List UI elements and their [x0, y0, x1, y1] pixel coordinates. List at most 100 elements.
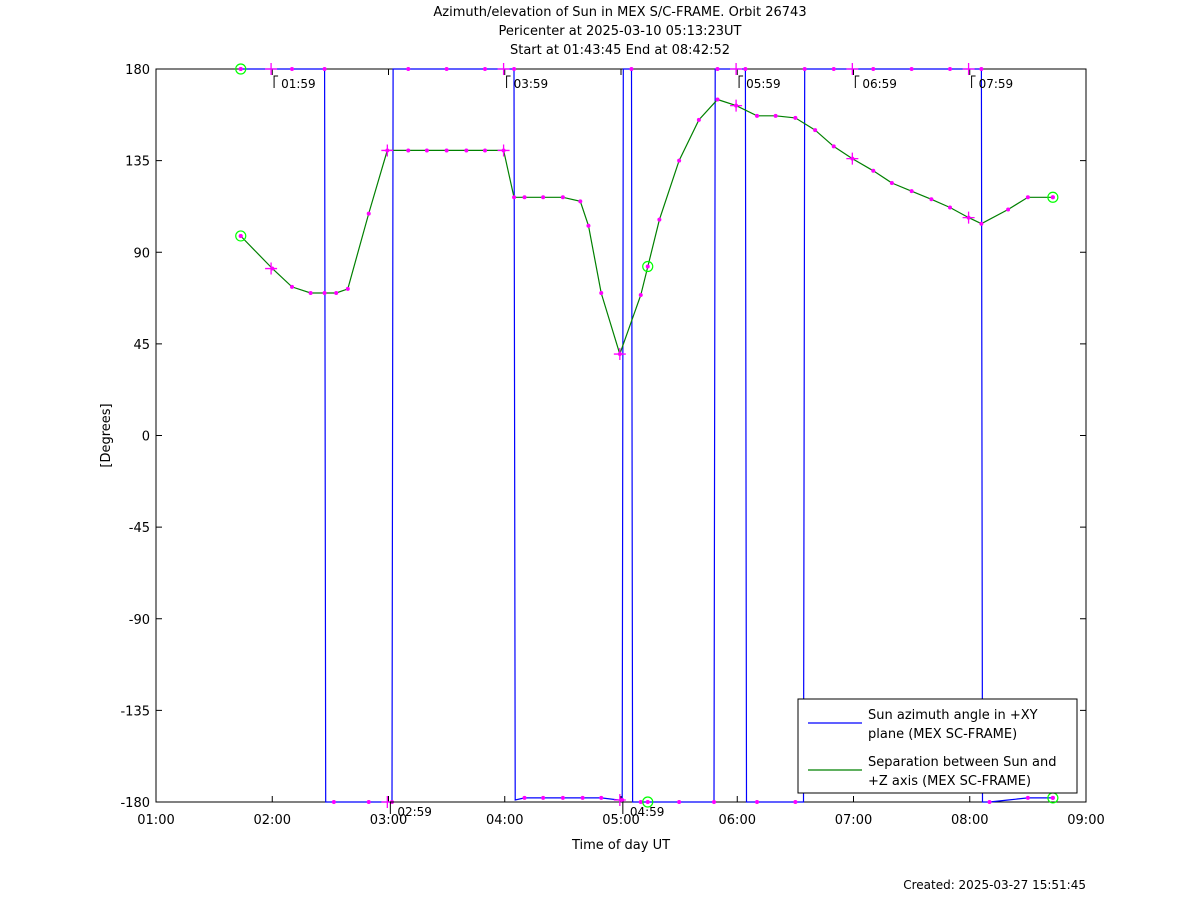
azimuth-point [290, 67, 295, 71]
separation-point [929, 197, 934, 202]
separation-point [586, 223, 591, 228]
hour-plus-marker [613, 348, 626, 361]
time-label-leader [971, 75, 976, 88]
time-label-leader [273, 75, 279, 88]
time-label: 05:59 [746, 77, 781, 91]
y-tick-label: 0 [142, 430, 150, 445]
separation-point [290, 284, 295, 289]
azimuth-point [1025, 795, 1030, 800]
azimuth-point [322, 67, 327, 71]
azimuth-point [560, 795, 565, 800]
y-tick-label: 135 [125, 155, 150, 170]
separation-point [831, 144, 836, 149]
start-end-circle-marker [642, 260, 654, 273]
hour-plus-marker [497, 63, 510, 75]
azimuth-point [331, 800, 336, 804]
separation-point [696, 117, 701, 122]
time-label: 02:59 [397, 805, 432, 819]
azimuth-point [638, 800, 643, 804]
start-end-dot-marker [238, 67, 243, 71]
separation-point [1025, 195, 1030, 200]
azimuth-point [755, 800, 760, 804]
time-label: 07:59 [979, 77, 1014, 91]
time-label: 01:59 [281, 77, 316, 91]
hour-plus-marker [962, 63, 975, 75]
start-end-circle-marker [1047, 191, 1059, 203]
x-tick-label: 05:00 [602, 813, 639, 828]
azimuth-point [947, 67, 952, 71]
azimuth-point [712, 800, 716, 804]
separation-point [793, 115, 798, 120]
separation-point [599, 290, 604, 295]
separation-point [482, 148, 487, 153]
x-tick-label: 07:00 [835, 813, 872, 828]
separation-point [657, 217, 662, 222]
azimuth-point [793, 800, 798, 804]
separation-point [813, 128, 818, 133]
legend-label: plane (MEX SC-FRAME) [868, 727, 1017, 742]
separation-point [366, 211, 371, 216]
time-label-leader [622, 801, 627, 814]
created-timestamp: Created: 2025-03-27 15:51:45 [903, 878, 1086, 892]
y-tick-label: 90 [133, 246, 150, 261]
separation-point [638, 293, 643, 298]
hour-plus-marker [730, 99, 743, 112]
separation-point [715, 97, 720, 102]
start-end-circle-marker [235, 230, 247, 242]
separation-point [1006, 207, 1011, 212]
start-end-dot-marker [645, 800, 650, 804]
x-tick-label: 04:00 [486, 813, 523, 828]
x-axis-label: Time of day UT [571, 838, 670, 853]
y-tick-label: -45 [129, 521, 150, 536]
azimuth-point [522, 795, 527, 800]
separation-point [322, 290, 327, 295]
x-tick-label: 09:00 [1067, 813, 1104, 828]
hour-plus-marker [265, 63, 278, 75]
azimuth-point [987, 800, 992, 804]
legend-label: +Z axis (MEX SC-FRAME) [868, 774, 1031, 789]
azimuth-point [909, 67, 914, 71]
separation-series-line [240, 98, 1053, 357]
separation-point [578, 199, 583, 204]
separation-point [406, 148, 411, 153]
chart-title-line-2: Pericenter at 2025-03-10 05:13:23UT [498, 24, 742, 39]
azimuth-point [599, 795, 604, 800]
x-tick-label: 02:00 [254, 813, 291, 828]
azimuth-point [979, 67, 984, 71]
time-label-leader [738, 75, 744, 88]
azimuth-point [541, 795, 546, 800]
hour-plus-marker [265, 262, 278, 275]
azimuth-point [366, 800, 371, 804]
azimuth-point [677, 800, 682, 804]
time-label-leader [854, 75, 860, 88]
hour-plus-marker [497, 144, 510, 157]
legend-label: Separation between Sun and [868, 755, 1056, 770]
hour-plus-marker [381, 144, 394, 157]
y-tick-label: -90 [129, 613, 150, 628]
azimuth-point [512, 67, 517, 71]
separation-point [755, 113, 760, 118]
start-end-dot-marker [1050, 195, 1055, 200]
separation-point [512, 195, 517, 200]
time-label-leader [506, 75, 511, 88]
separation-point [464, 148, 469, 153]
chart-title-line-3: Start at 01:43:45 End at 08:42:52 [509, 43, 731, 58]
azimuth-point [406, 67, 411, 71]
time-label-leader [389, 801, 395, 814]
azimuth-point [580, 795, 585, 800]
separation-point [773, 113, 778, 118]
x-tick-label: 03:00 [370, 813, 407, 828]
azimuth-point [743, 67, 748, 71]
azimuth-point [831, 67, 836, 71]
x-tick-label: 08:00 [951, 813, 988, 828]
separation-point [334, 290, 339, 295]
separation-point [541, 195, 546, 200]
time-label: 04:59 [630, 805, 665, 819]
hour-plus-marker [846, 152, 859, 165]
x-tick-label: 06:00 [719, 813, 756, 828]
azimuth-point [482, 67, 487, 71]
separation-point [424, 148, 429, 153]
separation-point [909, 189, 914, 194]
separation-point [444, 148, 449, 153]
start-end-circle-marker [235, 63, 247, 75]
